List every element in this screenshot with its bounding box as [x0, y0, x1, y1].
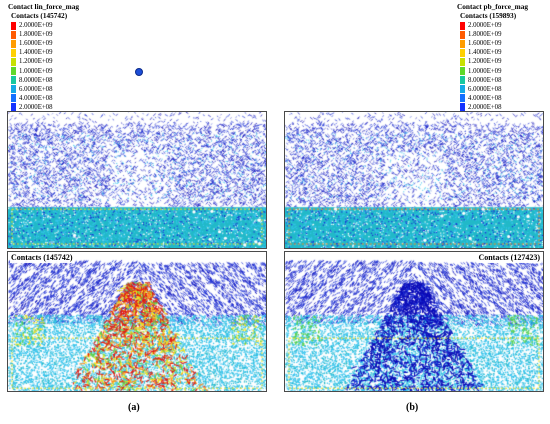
legend-b-count: Contacts (159893)	[460, 11, 517, 20]
legend-label: 4.0000E+08	[19, 94, 53, 102]
legend-row: 2.0000E+09	[11, 21, 79, 30]
legend-swatch	[11, 21, 16, 30]
panel-bottom-right-label: Contacts (127423)	[477, 253, 541, 263]
legend-swatch	[11, 94, 16, 103]
legend-swatch	[11, 103, 16, 112]
legend-swatch	[460, 76, 465, 85]
caption-a: (a)	[128, 402, 140, 413]
legend-label: 2.0000E+08	[468, 103, 502, 111]
caption-b: (b)	[406, 402, 419, 413]
legend-row: 1.0000E+09	[460, 66, 528, 76]
legend-label: 1.4000E+09	[468, 49, 502, 57]
legend-label: 4.0000E+08	[468, 94, 502, 102]
legend-row: 4.0000E+08	[460, 94, 528, 103]
legend-row: 1.6000E+09	[11, 39, 79, 48]
legend-row: 8.0000E+08	[460, 76, 528, 85]
legend-swatch	[460, 48, 465, 57]
legend-swatch	[11, 67, 16, 76]
legend-row: 1.4000E+09	[11, 48, 79, 57]
legend-row: 1.6000E+09	[460, 39, 528, 48]
legend-row: 6.0000E+08	[11, 85, 79, 94]
legend-label: 1.6000E+09	[19, 40, 53, 48]
legend-swatch	[460, 39, 465, 48]
legend-row: 2.0000E+09	[460, 21, 528, 30]
legend-a-scale: 2.0000E+09 1.8000E+09 1.6000E+09 1.4000E+09…	[11, 21, 79, 121]
legend-row: 1.2000E+09	[11, 57, 79, 66]
legend-row: 4.0000E+08	[11, 94, 79, 103]
legend-label: 6.0000E+08	[19, 85, 53, 93]
legend-swatch	[460, 103, 465, 112]
legend-label: 1.2000E+09	[468, 58, 502, 66]
legend-swatch	[11, 57, 16, 66]
legend-a-count: Contacts (145742)	[11, 11, 68, 20]
legend-label: 6.0000E+08	[468, 85, 502, 93]
legend-b-title: Contact pb_force_mag	[457, 2, 528, 11]
legend-swatch	[11, 85, 16, 94]
legend-label: 1.2000E+09	[19, 58, 53, 66]
legend-swatch	[460, 57, 465, 66]
legend-swatch	[460, 21, 465, 30]
legend-b: Contact pb_force_mag Contacts (159893) 2…	[457, 2, 528, 121]
legend-label: 2.0000E+09	[468, 22, 502, 30]
legend-row: 1.8000E+09	[11, 30, 79, 39]
legend-label: 1.8000E+09	[468, 31, 502, 39]
legend-row: 1.4000E+09	[460, 48, 528, 57]
panel-bottom-right: Contacts (127423)	[284, 251, 544, 392]
panel-bottom-left: Contacts (145742)	[7, 251, 267, 392]
legend-row: 1.8000E+09	[460, 30, 528, 39]
legend-label: 2.0000E+09	[19, 22, 53, 30]
panel-top-left	[7, 111, 267, 249]
legend-swatch	[11, 48, 16, 57]
legend-label: 1.4000E+09	[19, 49, 53, 57]
legend-label: 8.0000E+08	[468, 76, 502, 84]
legend-row: 6.0000E+08	[460, 85, 528, 94]
legend-swatch	[11, 30, 16, 39]
legend-a: Contact lin_force_mag Contacts (145742) …	[8, 2, 79, 121]
legend-row: 1.0000E+09	[11, 66, 79, 76]
legend-row: 2.0000E+08	[11, 103, 79, 112]
legend-swatch	[460, 30, 465, 39]
legend-label: 8.0000E+08	[19, 76, 53, 84]
legend-swatch	[460, 67, 465, 76]
legend-a-title: Contact lin_force_mag	[8, 2, 79, 11]
legend-row: 8.0000E+08	[11, 76, 79, 85]
legend-swatch	[460, 94, 465, 103]
panel-top-right	[284, 111, 544, 249]
legend-swatch	[11, 39, 16, 48]
legend-row: 1.2000E+09	[460, 57, 528, 66]
legend-label: 1.0000E+09	[19, 67, 53, 75]
legend-swatch	[460, 85, 465, 94]
legend-row: 2.0000E+08	[460, 103, 528, 112]
legend-swatch	[11, 76, 16, 85]
legend-label: 1.0000E+09	[468, 67, 502, 75]
legend-label: 2.0000E+08	[19, 103, 53, 111]
legend-label: 1.6000E+09	[468, 40, 502, 48]
stray-particle-marker	[135, 68, 143, 76]
legend-b-scale: 2.0000E+09 1.8000E+09 1.6000E+09 1.4000E+09…	[460, 21, 528, 121]
legend-label: 1.8000E+09	[19, 31, 53, 39]
panel-bottom-left-label: Contacts (145742)	[10, 253, 74, 263]
